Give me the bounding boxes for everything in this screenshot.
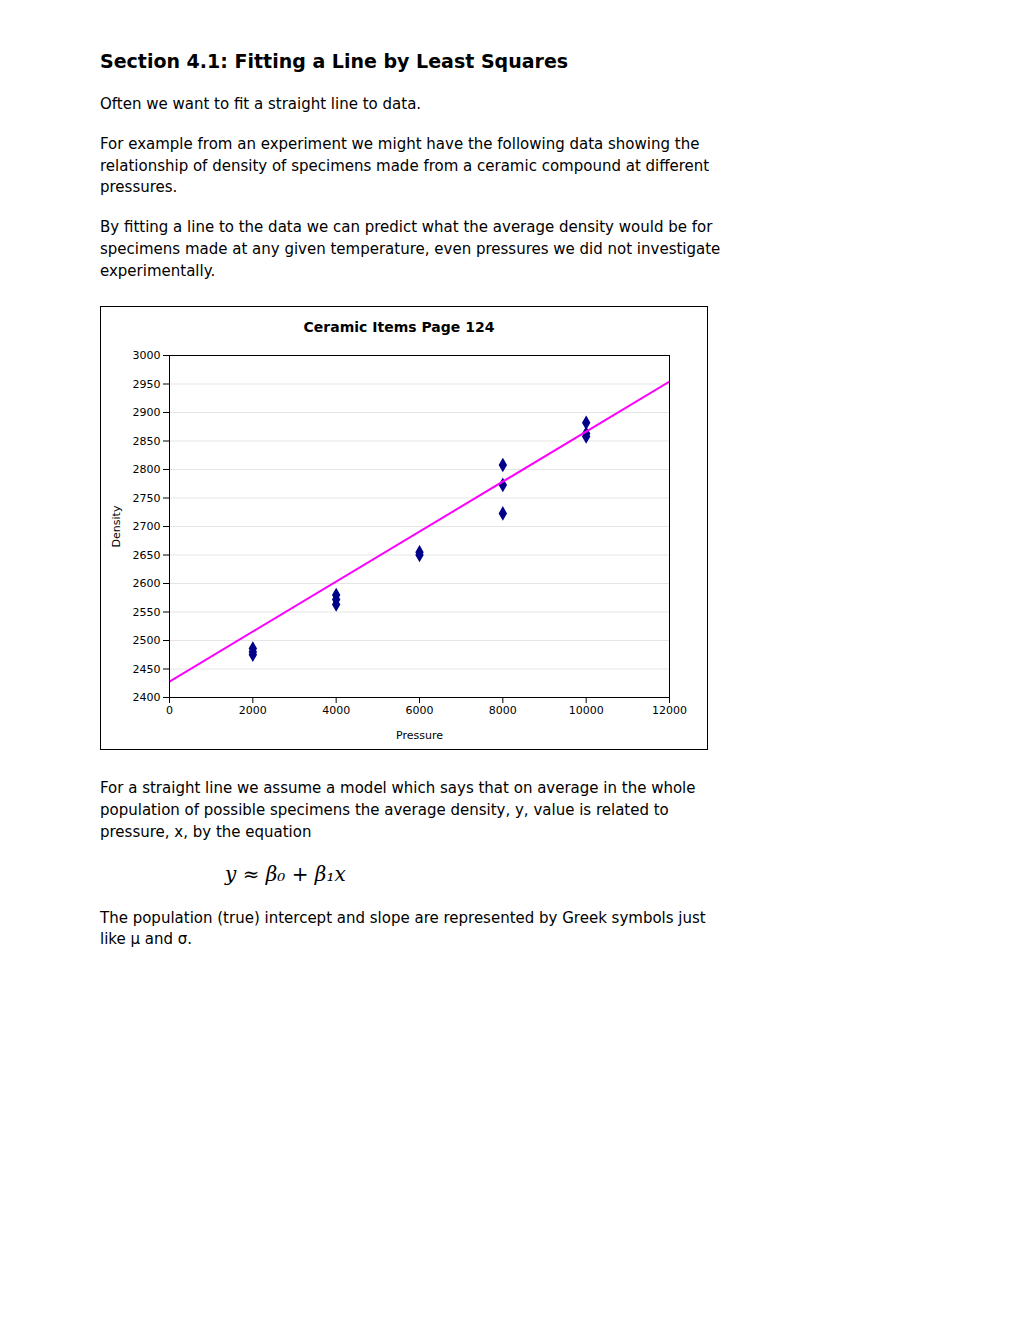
svg-text:2650: 2650 bbox=[133, 549, 161, 562]
svg-text:2000: 2000 bbox=[239, 705, 267, 718]
html-text:Ceramic Items Page 124: Ceramic Items Page 124 bbox=[303, 319, 495, 336]
svg-text:2850: 2850 bbox=[133, 435, 161, 448]
svg-text:2800: 2800 bbox=[133, 463, 161, 476]
svg-text:6000: 6000 bbox=[406, 705, 434, 718]
html-text:y ≈ β₀ + β₁x: y ≈ β₀ + β₁x bbox=[225, 861, 346, 886]
html-text:The population (true) intercep: The population (true) intercept and slop… bbox=[100, 908, 706, 949]
html-text:By fitting a line to the data: By fitting a line to the data we can pre… bbox=[100, 218, 721, 280]
svg-text:12000: 12000 bbox=[652, 705, 687, 718]
svg-text:2500: 2500 bbox=[133, 634, 161, 647]
svg-text:Pressure: Pressure bbox=[396, 729, 443, 742]
svg-text:2600: 2600 bbox=[133, 577, 161, 590]
html-text:Often we want to fit a straigh: Often we want to fit a straight line to … bbox=[100, 95, 422, 113]
svg-text:2700: 2700 bbox=[133, 520, 161, 533]
html-text:For a straight line we assume: For a straight line we assume a model wh… bbox=[100, 779, 696, 841]
svg-text:2550: 2550 bbox=[133, 606, 161, 619]
svg-text:3000: 3000 bbox=[133, 349, 161, 362]
svg-text:8000: 8000 bbox=[489, 705, 517, 718]
svg-text:2900: 2900 bbox=[133, 406, 161, 419]
html-text:For example from an experiment: For example from an experiment we might … bbox=[100, 134, 710, 197]
svg-text:0: 0 bbox=[166, 705, 173, 718]
html-text:Section 4.1: Fitting a Line by: Section 4.1: Fitting a Line by Least Squ… bbox=[100, 50, 569, 72]
svg-text:Density: Density bbox=[110, 505, 123, 547]
svg-text:10000: 10000 bbox=[569, 705, 604, 718]
svg-text:2950: 2950 bbox=[133, 378, 161, 391]
svg-text:2400: 2400 bbox=[133, 691, 161, 704]
svg-text:2750: 2750 bbox=[133, 492, 161, 505]
svg-text:2450: 2450 bbox=[133, 663, 161, 676]
svg-text:4000: 4000 bbox=[322, 705, 350, 718]
